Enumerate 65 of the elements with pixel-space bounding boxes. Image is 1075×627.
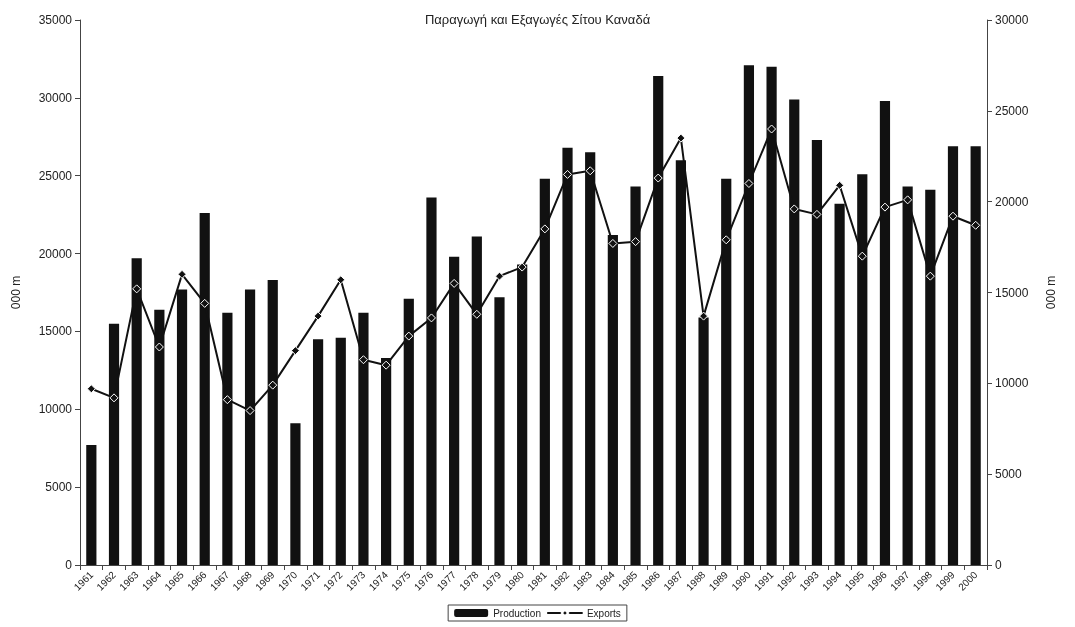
bar [335, 337, 346, 565]
y2-tick-label: 25000 [995, 103, 1029, 118]
point [472, 309, 482, 319]
point [86, 384, 96, 394]
point [585, 166, 595, 176]
point [290, 346, 300, 356]
bar [290, 423, 301, 565]
point [653, 173, 663, 183]
y-tick-label: 20000 [38, 246, 73, 261]
y-axis-title: 000 m [9, 275, 23, 310]
legend-label: Exports [586, 607, 621, 619]
point [426, 313, 436, 323]
point [676, 133, 686, 143]
y-tick-label: 25000 [38, 168, 73, 183]
bar [494, 297, 505, 565]
point [608, 238, 618, 248]
y2-tick-label: 10000 [995, 376, 1029, 391]
point [925, 271, 935, 281]
point [154, 342, 164, 352]
bar [86, 445, 97, 565]
point [132, 284, 142, 294]
y2-tick-label: 0 [995, 558, 1002, 572]
point [313, 311, 323, 321]
y2-axis-title: 000 m [1044, 275, 1058, 310]
y2-tick-label: 15000 [995, 285, 1029, 300]
point [494, 271, 504, 281]
y2-tick-label: 30000 [995, 13, 1029, 27]
point [789, 204, 799, 214]
point [245, 406, 255, 416]
point [835, 180, 845, 190]
point [699, 311, 709, 321]
point [109, 393, 119, 403]
point [744, 179, 754, 188]
chart-title: Παραγωγή και Εξαγωγές Σίτου Καναδά [424, 12, 651, 27]
point [857, 251, 867, 261]
y2-tick-label: 20000 [995, 194, 1029, 209]
point [268, 380, 278, 390]
y-tick-label: 5000 [45, 480, 73, 495]
y-tick-label: 10000 [38, 402, 73, 417]
point [903, 195, 913, 205]
point [358, 355, 368, 365]
point [222, 395, 232, 405]
y-tick-label: 35000 [38, 13, 73, 27]
legend-label: Production [493, 607, 541, 619]
point [177, 269, 187, 279]
point [563, 169, 573, 179]
point [971, 220, 981, 230]
point [767, 124, 777, 134]
point [540, 224, 550, 234]
y2-tick-label: 5000 [995, 467, 1023, 482]
y-tick-label: 15000 [38, 324, 73, 339]
point [200, 298, 210, 308]
point [812, 209, 822, 219]
point [721, 235, 731, 245]
point [336, 275, 346, 285]
point [404, 331, 414, 341]
point [948, 211, 958, 221]
point [880, 202, 890, 212]
y-tick-label: 30000 [38, 90, 73, 105]
bar [312, 339, 324, 565]
y-tick-label: 0 [65, 558, 73, 572]
point [631, 237, 641, 247]
point [381, 360, 391, 370]
point [517, 262, 527, 272]
point [449, 278, 459, 288]
